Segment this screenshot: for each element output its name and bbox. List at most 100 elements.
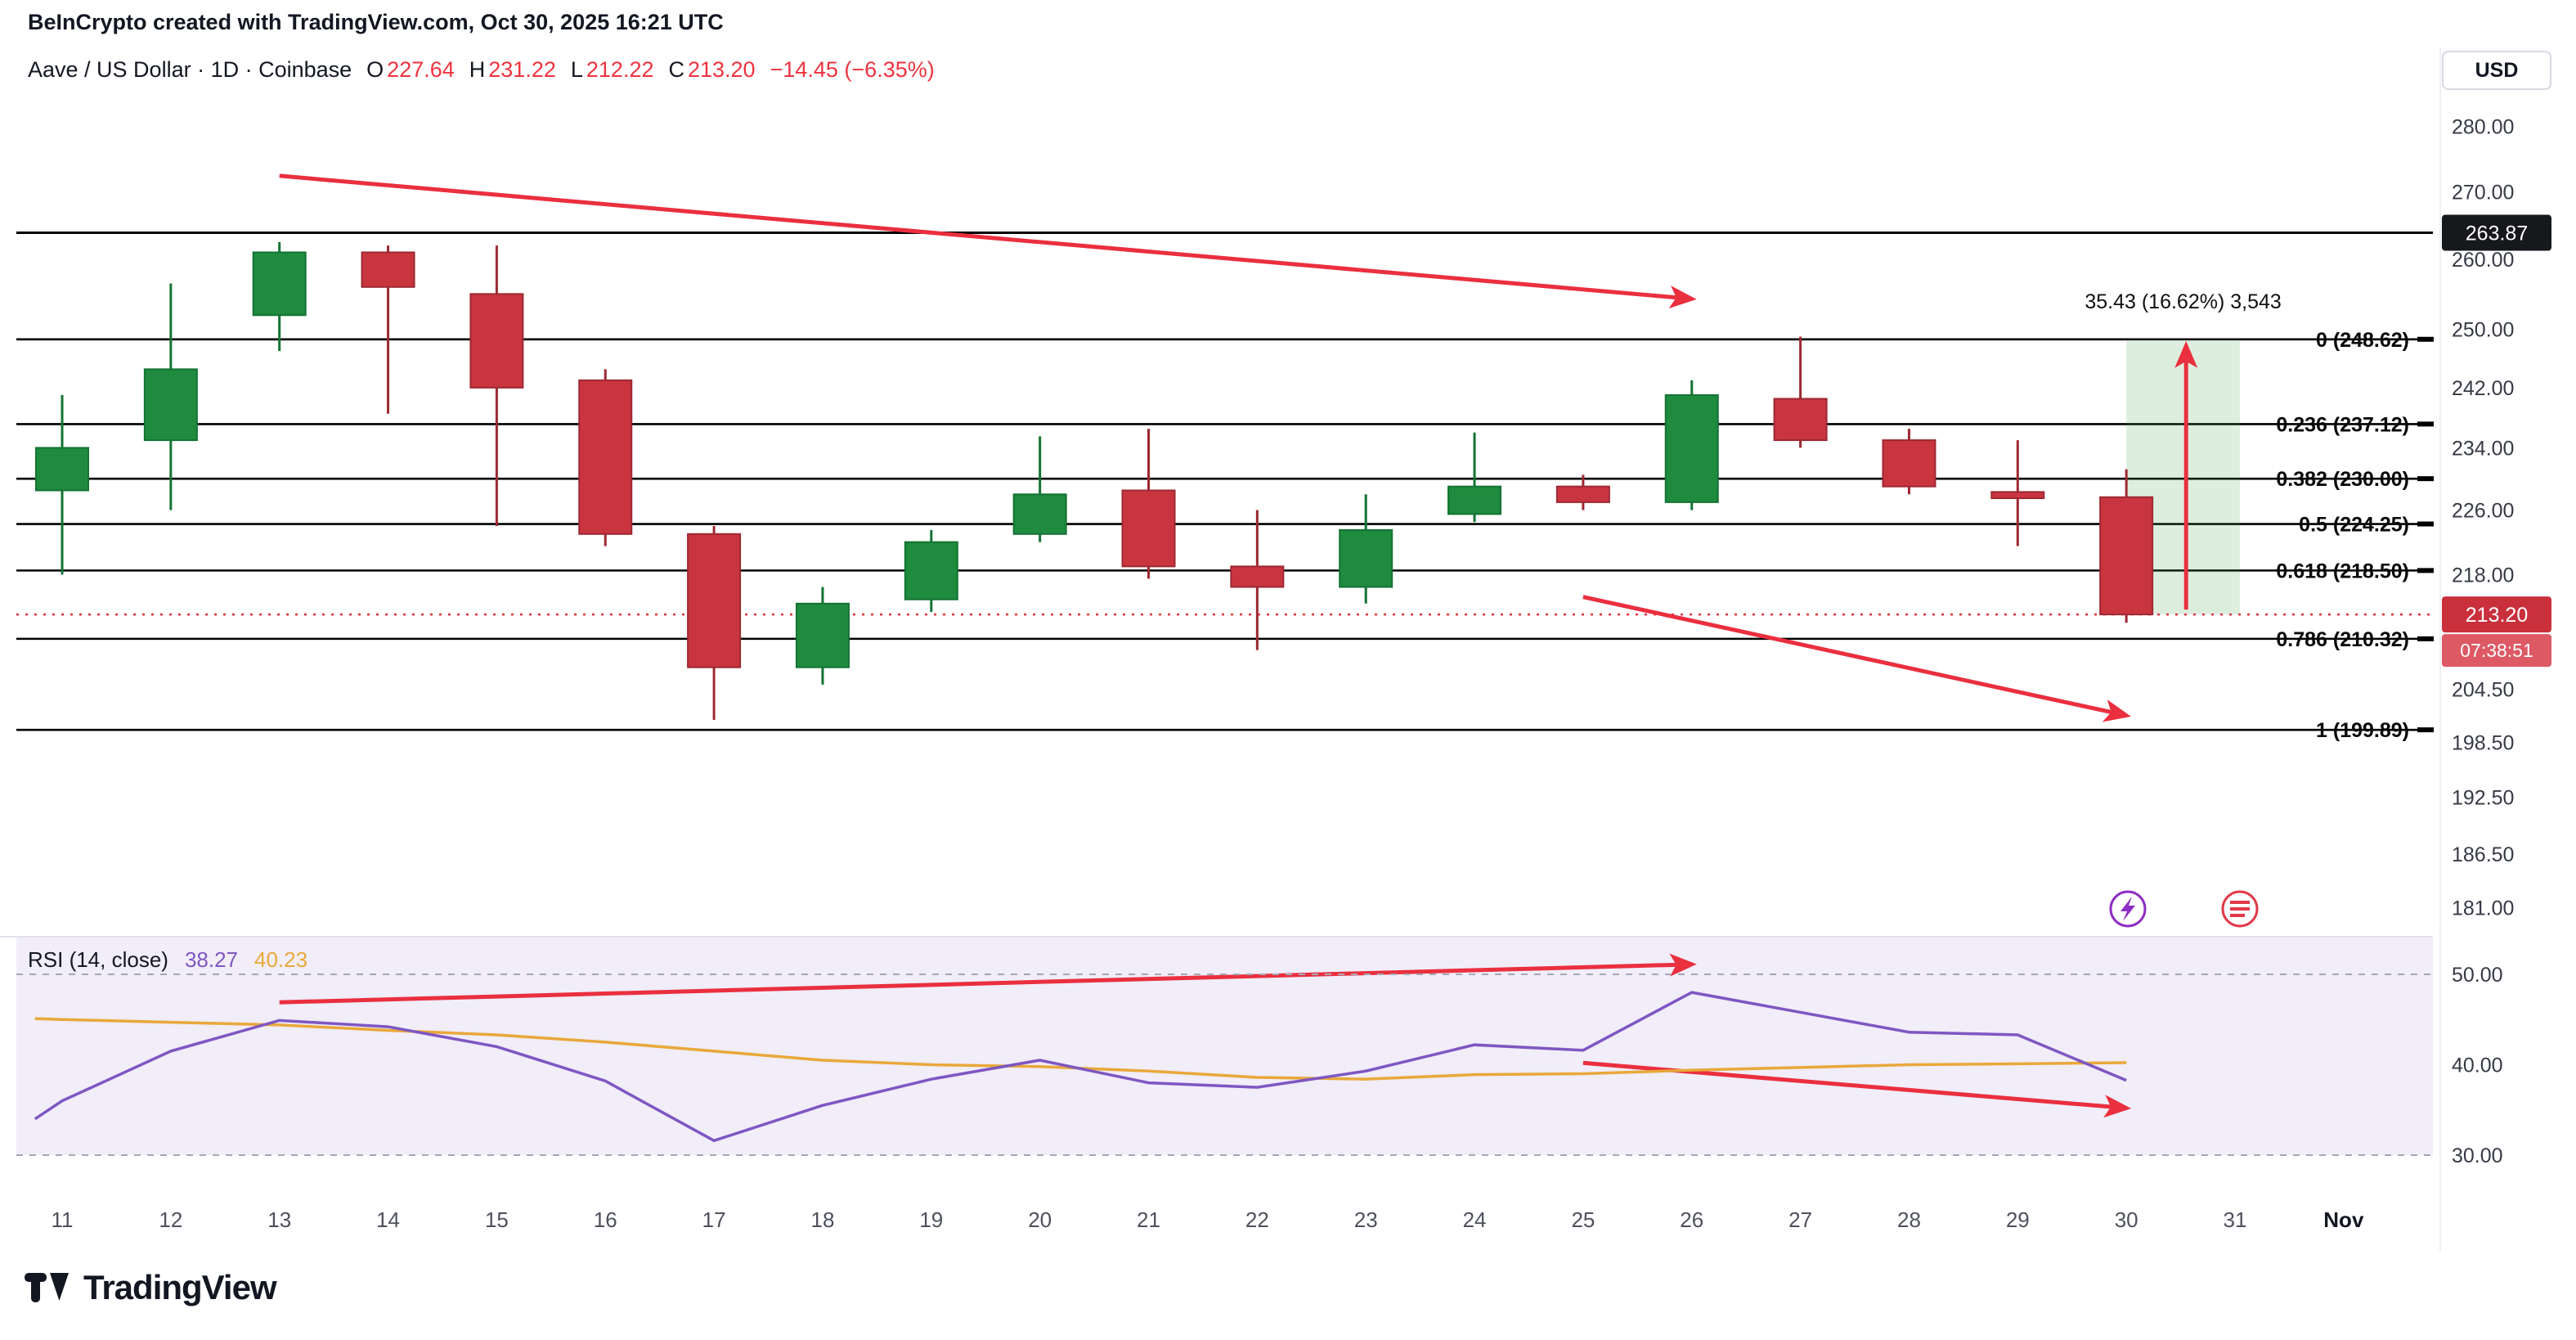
candle — [1555, 474, 1610, 510]
price-axis-label: 260.00 — [2452, 249, 2514, 272]
candle — [1447, 432, 1502, 523]
level-price-badge-text: 263.87 — [2466, 223, 2528, 245]
countdown-badge-text: 07:38:51 — [2460, 640, 2533, 661]
flag-icon — [2221, 890, 2259, 928]
ohlc-high-key: H — [469, 57, 486, 82]
fib-level-label: 0.5 (224.25) — [2299, 514, 2409, 537]
date-label: 13 — [267, 1207, 291, 1232]
candle — [1012, 436, 1067, 542]
candle — [687, 525, 742, 721]
date-label: 28 — [1897, 1207, 1921, 1232]
price-axis-label: 181.00 — [2452, 897, 2514, 920]
attribution-text: BeInCrypto created with TradingView.com,… — [28, 10, 724, 34]
trend-arrow — [279, 173, 1697, 308]
date-label: 27 — [1788, 1207, 1812, 1232]
currency-button[interactable]: USD — [2442, 51, 2551, 90]
fib-level-label: 0.618 (218.50) — [2276, 560, 2409, 582]
symbol-title[interactable]: Aave / US Dollar · 1D · Coinbase — [28, 57, 352, 82]
date-label: 25 — [1571, 1207, 1595, 1232]
fib-level-label: 0 (248.62) — [2316, 329, 2409, 352]
candle — [1990, 440, 2045, 546]
last-price-badge-text: 213.20 — [2466, 604, 2528, 627]
rsi-indicator-title[interactable]: RSI (14, close) — [28, 947, 168, 972]
rsi-ma-line — [34, 1017, 2127, 1081]
date-label: 22 — [1245, 1207, 1269, 1232]
candle — [469, 245, 524, 526]
ohlc-close-key: C — [668, 57, 684, 82]
candle — [904, 529, 958, 613]
price-axis-label: 226.00 — [2452, 500, 2514, 523]
candle — [795, 587, 850, 685]
ohlc-low: L 212.22 — [571, 57, 654, 83]
candle — [578, 369, 633, 546]
price-axis-label: 186.50 — [2452, 843, 2514, 866]
date-label: 30 — [2115, 1207, 2138, 1232]
date-label: 24 — [1463, 1207, 1487, 1232]
ohlc-low-key: L — [570, 57, 583, 82]
date-label: 20 — [1028, 1207, 1052, 1232]
date-label: 16 — [594, 1207, 617, 1232]
fib-level-label: 0.382 (230.00) — [2276, 468, 2409, 491]
date-label: 11 — [52, 1207, 74, 1232]
change-value: −14.45 (−6.35%) — [770, 57, 935, 82]
countdown-badge — [2442, 634, 2551, 668]
fib-level-label: 1 (199.89) — [2316, 719, 2409, 742]
price-axis-label: 250.00 — [2452, 319, 2514, 342]
date-label: 15 — [485, 1207, 509, 1232]
date-label: 23 — [1354, 1207, 1378, 1232]
price-axis-label: 280.00 — [2452, 116, 2514, 139]
date-label: 26 — [1680, 1207, 1703, 1232]
trend-arrow — [1582, 595, 2132, 722]
footer-logo[interactable]: TradingView — [25, 1268, 277, 1307]
fib-level-label: 0.236 (237.12) — [2276, 413, 2409, 436]
candle — [1664, 380, 1719, 510]
date-label: 21 — [1137, 1207, 1160, 1232]
rsi-value: 38.27 — [184, 947, 239, 972]
rsi-ma-value: 40.23 — [254, 947, 308, 972]
candle — [1230, 510, 1285, 650]
rsi-axis-label: 50.00 — [2452, 964, 2503, 987]
ohlc-high: H 231.22 — [469, 57, 556, 83]
date-label: 19 — [919, 1207, 943, 1232]
price-axis-label: 204.50 — [2452, 678, 2514, 701]
candle — [1339, 494, 1393, 604]
date-label: Nov — [2323, 1207, 2364, 1232]
date-label: 18 — [810, 1207, 834, 1232]
flash-icon[interactable] — [2109, 890, 2147, 928]
tradingview-logo-icon[interactable] — [25, 1268, 72, 1307]
candle — [361, 245, 415, 414]
symbol-info-bar: Aave / US Dollar · 1D · Coinbase O 227.6… — [28, 57, 935, 83]
candle — [1773, 336, 1828, 448]
ohlc-open-value: 227.64 — [387, 57, 455, 82]
candle — [35, 394, 89, 575]
ohlc-close: C 213.20 — [668, 57, 755, 83]
rsi-line — [34, 991, 2127, 1143]
ohlc-low-value: 212.22 — [586, 57, 654, 82]
date-label: 29 — [2006, 1207, 2030, 1232]
price-axis-label: 192.50 — [2452, 787, 2514, 810]
date-label: 17 — [702, 1207, 726, 1232]
ohlc-open: O 227.64 — [366, 57, 455, 83]
ohlc-open-key: O — [366, 57, 384, 82]
rsi-axis-label: 40.00 — [2452, 1054, 2503, 1077]
level-price-badge — [2442, 214, 2551, 251]
candle — [2099, 469, 2154, 623]
candle — [143, 283, 198, 510]
projection-label: 35.43 (16.62%) 3,543 — [2085, 290, 2281, 313]
tradingview-logo-text: TradingView — [83, 1268, 277, 1306]
rsi-panel-background — [16, 937, 2433, 1155]
date-label: 12 — [159, 1207, 182, 1232]
price-axis-label: 198.50 — [2452, 731, 2514, 754]
candle — [1882, 429, 1936, 495]
price-axis-label: 234.00 — [2452, 437, 2514, 460]
ohlc-high-value: 231.22 — [488, 57, 556, 82]
rsi-axis-label: 30.00 — [2452, 1144, 2503, 1167]
candle — [1121, 429, 1176, 579]
price-axis-label: 242.00 — [2452, 377, 2514, 400]
date-label: 31 — [2224, 1207, 2247, 1232]
trend-arrow — [279, 953, 1697, 1005]
ohlc-close-value: 213.20 — [687, 57, 756, 82]
price-axis-label: 218.00 — [2452, 564, 2514, 587]
